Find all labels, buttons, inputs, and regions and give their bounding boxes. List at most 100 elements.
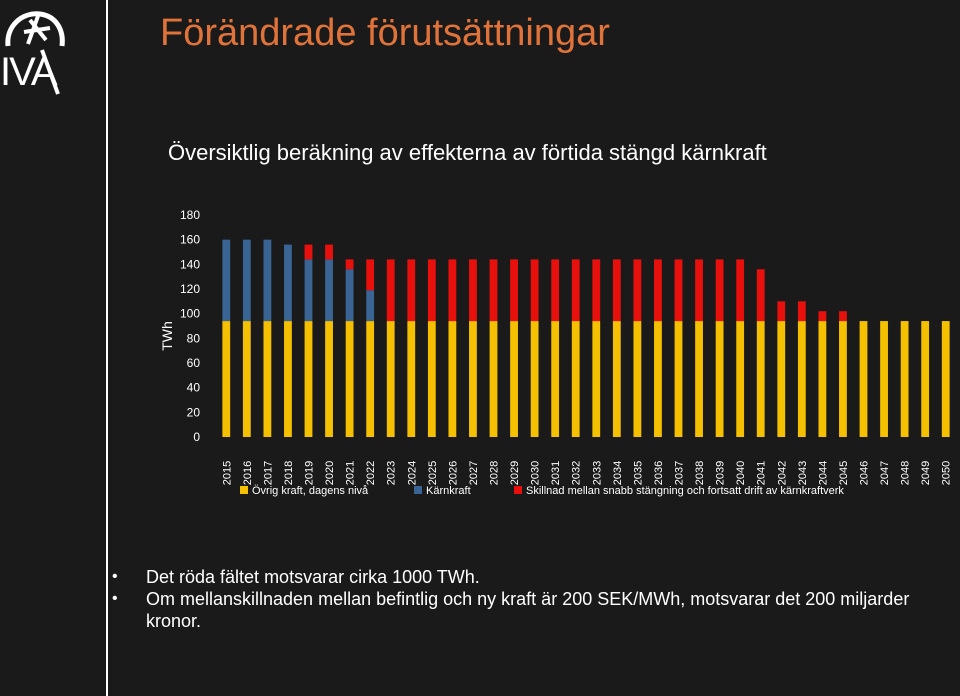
bar-segment-ovrig [633, 321, 642, 437]
x-tick-label: 2032 [571, 461, 583, 485]
bar-segment-ovrig [797, 321, 806, 437]
bar-segment-ovrig [941, 321, 950, 437]
iva-logo-icon [5, 11, 65, 95]
y-tick-label: 160 [180, 233, 200, 247]
bar-segment-skillnad [839, 311, 847, 322]
bar-segment-skillnad [510, 259, 518, 322]
bar-segment-skillnad [654, 259, 662, 322]
x-tick-label: 2048 [900, 461, 912, 485]
y-axis-label: TWh [159, 321, 175, 351]
bar-segment-karnkraft [242, 239, 251, 322]
bar-segment-skillnad [304, 244, 313, 260]
x-tick-label: 2041 [756, 461, 768, 485]
bar-segment-ovrig [674, 321, 683, 437]
legend-label: Övrig kraft, dagens nivå [252, 485, 369, 497]
bar-segment-skillnad [674, 259, 683, 322]
bar-segment-skillnad [756, 269, 765, 322]
y-tick-label: 140 [180, 257, 200, 271]
bar-segment-ovrig [900, 321, 909, 437]
bar-segment-ovrig [386, 321, 395, 437]
x-tick-label: 2039 [715, 461, 727, 485]
bar-segment-skillnad [530, 259, 539, 322]
x-tick-label: 2045 [838, 461, 850, 485]
bar-segment-skillnad [448, 259, 457, 322]
x-tick-label: 2037 [674, 461, 686, 485]
bar-segment-ovrig [571, 321, 580, 437]
bar-segment-skillnad [777, 301, 786, 322]
x-tick-label: 2018 [283, 461, 295, 485]
bar-segment-karnkraft [284, 244, 292, 322]
bar-segment-skillnad [818, 311, 827, 322]
bar-segment-skillnad [551, 259, 560, 322]
bar-segment-ovrig [880, 321, 888, 437]
x-tick-label: 2027 [468, 461, 480, 485]
sidebar-divider [106, 0, 108, 696]
x-tick-label: 2017 [262, 461, 274, 485]
x-tick-label: 2020 [324, 461, 336, 485]
bar-segment-skillnad [489, 259, 498, 322]
x-tick-label: 2023 [386, 461, 398, 485]
bullet-item: Om mellanskillnaden mellan befintlig och… [108, 588, 948, 632]
bar-segment-ovrig [736, 321, 745, 437]
bar-segment-skillnad [366, 259, 375, 291]
x-tick-label: 2016 [242, 461, 254, 485]
y-tick-label: 120 [180, 282, 200, 296]
x-tick-label: 2038 [694, 461, 706, 485]
x-tick-label: 2050 [941, 461, 953, 485]
bar-segment-ovrig [695, 321, 703, 437]
bar-segment-ovrig [242, 321, 251, 437]
bar-segment-ovrig [366, 321, 375, 437]
bullet-list: Det röda fältet motsvarar cirka 1000 TWh… [108, 566, 948, 632]
bar-segment-ovrig [818, 321, 827, 437]
x-tick-label: 2021 [345, 461, 357, 485]
x-tick-label: 2029 [509, 461, 521, 485]
bar-segment-skillnad [325, 244, 333, 260]
bar-segment-ovrig [592, 321, 601, 437]
x-tick-label: 2044 [817, 461, 829, 485]
bar-segment-ovrig [777, 321, 786, 437]
bar-segment-skillnad [386, 259, 395, 322]
y-tick-label: 180 [180, 208, 200, 222]
x-tick-label: 2042 [776, 461, 788, 485]
y-tick-label: 60 [187, 356, 201, 370]
x-tick-label: 2036 [653, 461, 665, 485]
legend-swatch [240, 486, 248, 494]
x-tick-label: 2035 [632, 461, 644, 485]
bar-segment-ovrig [222, 321, 231, 437]
x-tick-label: 2022 [365, 461, 377, 485]
bar-segment-skillnad [695, 259, 703, 322]
bar-segment-ovrig [489, 321, 498, 437]
x-tick-label: 2028 [489, 461, 501, 485]
bar-segment-karnkraft [345, 269, 354, 322]
bar-segment-ovrig [530, 321, 539, 437]
bullet-item: Det röda fältet motsvarar cirka 1000 TWh… [108, 566, 948, 588]
x-tick-label: 2047 [879, 461, 891, 485]
bar-segment-skillnad [571, 259, 580, 322]
bar-segment-ovrig [325, 321, 333, 437]
y-tick-label: 0 [193, 430, 200, 444]
bar-segment-karnkraft [304, 259, 313, 322]
x-tick-label: 2049 [920, 461, 932, 485]
bar-segment-ovrig [654, 321, 662, 437]
bar-segment-ovrig [859, 321, 868, 437]
bar-segment-ovrig [263, 321, 272, 437]
bar-segment-karnkraft [366, 290, 375, 322]
bar-segment-ovrig [839, 321, 847, 437]
x-tick-label: 2043 [797, 461, 809, 485]
bar-segment-skillnad [427, 259, 436, 322]
bar-segment-skillnad [612, 259, 621, 322]
bar-segment-skillnad [797, 301, 806, 322]
bar-segment-ovrig [551, 321, 560, 437]
bar-segment-ovrig [345, 321, 354, 437]
bar-segment-skillnad [736, 259, 745, 322]
y-tick-label: 100 [180, 307, 200, 321]
bar-segment-ovrig [756, 321, 765, 437]
x-tick-label: 2019 [304, 461, 316, 485]
legend-label: Kärnkraft [426, 485, 471, 497]
y-tick-label: 40 [187, 381, 201, 395]
chart-title: Översiktlig beräkning av effekterna av f… [168, 140, 767, 165]
x-tick-label: 2040 [735, 461, 747, 485]
bar-segment-ovrig [612, 321, 621, 437]
bar-segment-skillnad [715, 259, 724, 322]
